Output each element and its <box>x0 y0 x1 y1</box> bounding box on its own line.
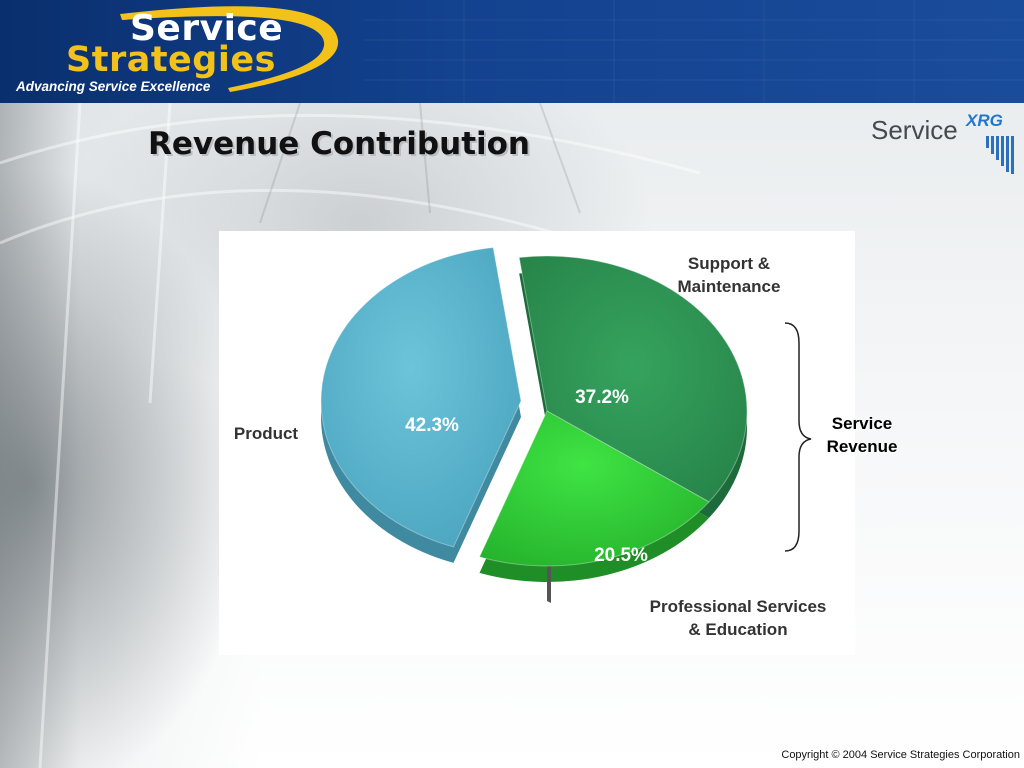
pie-slice-professional-value-label: 20.5% <box>594 545 648 566</box>
logo-tagline: Advancing Service Excellence <box>16 79 211 94</box>
servicexrg-logo: Service XRG <box>868 110 1024 174</box>
xrg-logo-sup: XRG <box>966 111 1003 130</box>
xrg-logo-word: Service <box>871 115 958 145</box>
copyright-text: Copyright © 2004 Service Strategies Corp… <box>781 749 1020 761</box>
service-revenue-label: Service Revenue <box>826 414 898 456</box>
pie-slice-support <box>518 255 748 503</box>
chart-panel: 42.3% 37.2% 20.5% Product Support & Maintenan… <box>219 231 855 655</box>
category-label-support: Support & Maintenance <box>678 254 781 296</box>
logo-strategies: Strategies <box>66 40 276 80</box>
category-label-professional: Professional Services & Education <box>650 597 827 639</box>
header-bar: Service Strategies Advancing Service Exc… <box>0 0 1024 103</box>
category-label-product: Product <box>234 424 299 443</box>
logo-service: Service <box>130 8 284 49</box>
background-architecture <box>0 103 701 768</box>
pie-chart: 42.3% 37.2% 20.5% Product Support & Maintenan… <box>234 246 827 639</box>
header-pattern <box>364 0 1024 103</box>
logo-swoosh <box>120 6 339 92</box>
pie-slice-professional <box>478 410 710 567</box>
xrg-bars-icon <box>986 136 1014 174</box>
pie-slice-support-value-label: 37.2% <box>575 387 629 408</box>
service-revenue-brace <box>784 322 812 552</box>
slide-title: Revenue Contribution <box>148 126 531 162</box>
pie-slice-product-value-label: 42.3% <box>405 415 459 436</box>
pie-slice-product <box>320 246 522 548</box>
